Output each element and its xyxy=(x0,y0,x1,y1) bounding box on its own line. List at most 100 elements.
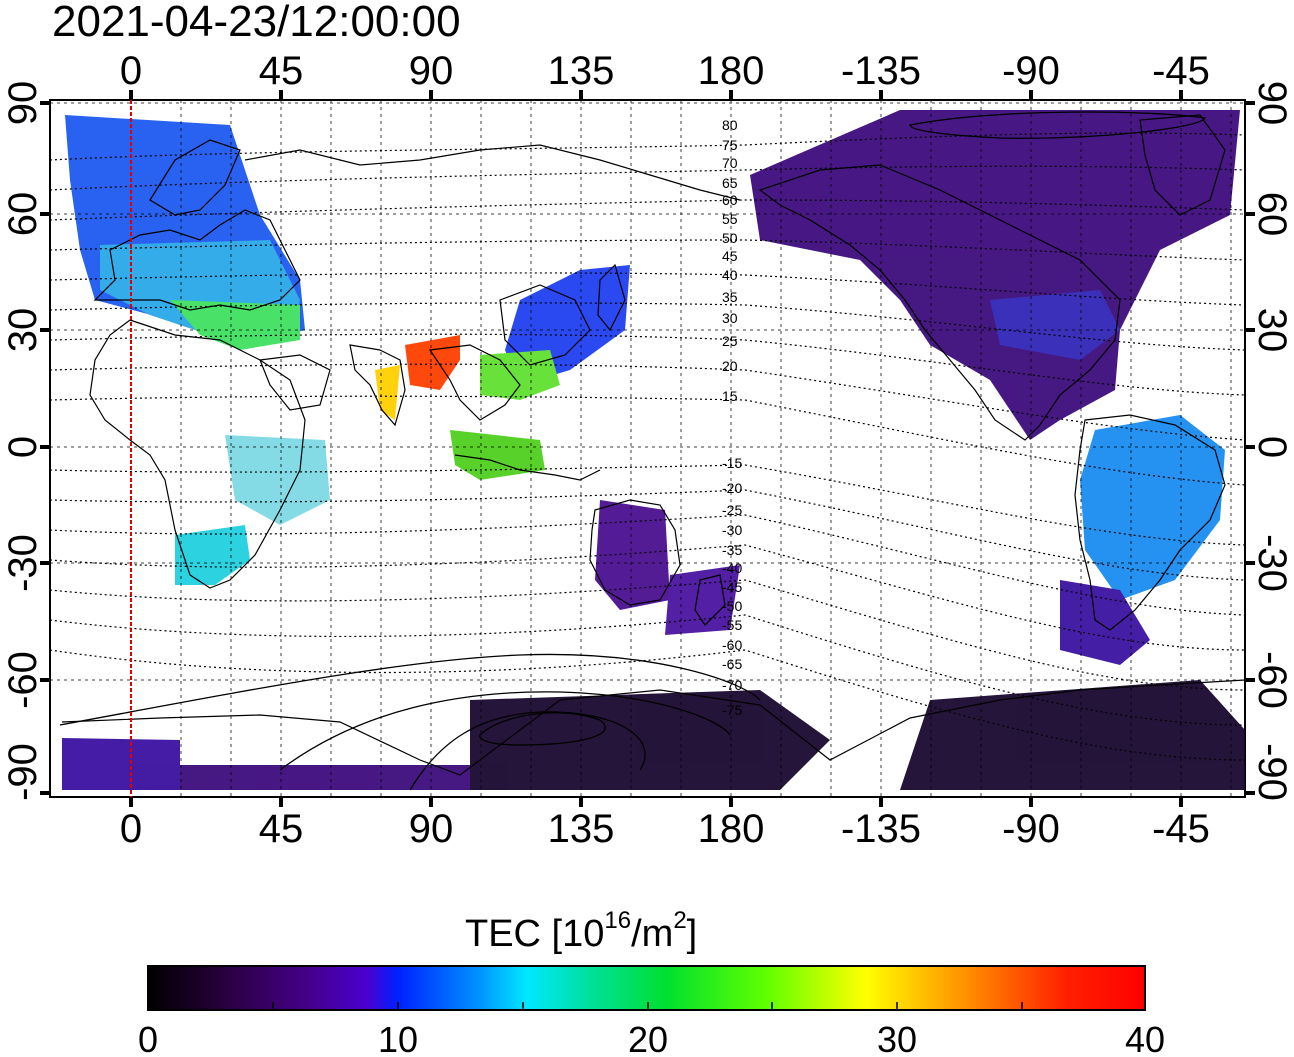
bottom-lon-tick-label: -135 xyxy=(841,807,921,851)
contour-label: 30 xyxy=(722,310,738,326)
coast-australia xyxy=(589,499,681,606)
contour-label: -30 xyxy=(722,522,742,538)
bottom-lon-tick-label: -45 xyxy=(1152,807,1210,851)
polar-contours xyxy=(59,111,1206,791)
contour-label: -65 xyxy=(722,656,742,672)
bottom-lon-tick-label: 180 xyxy=(698,807,765,851)
colorbar-tick-label: 30 xyxy=(877,1019,917,1057)
contour-label: 75 xyxy=(722,137,738,153)
right-lat-tick-label: 90 xyxy=(1250,81,1294,126)
colorbar-tick-label: 0 xyxy=(138,1019,158,1057)
coast-greenland xyxy=(1139,114,1226,216)
top-lon-tick-label: 0 xyxy=(120,49,142,93)
bottom-lon-tick-label: -90 xyxy=(1002,807,1060,851)
colorbar-tick-label: 40 xyxy=(1125,1019,1165,1057)
tec-region-antarctica-left xyxy=(62,738,180,790)
contour-label: -55 xyxy=(722,617,742,633)
contour-labels: 80 75 70 65 60 55 50 45 40 35 30 25 20 1… xyxy=(722,117,742,718)
colorbar-title-main: TEC [10 xyxy=(465,913,604,955)
right-lat-tick-label: 60 xyxy=(1250,192,1294,237)
colorbar-title-sup: 16 xyxy=(604,907,631,934)
contour-label: -40 xyxy=(722,560,742,576)
grid-lines xyxy=(50,100,1245,797)
contour-label: 15 xyxy=(722,388,738,404)
tec-region-patagonia xyxy=(1060,580,1150,665)
contour-label: 50 xyxy=(722,230,738,246)
top-lon-tick-label: -135 xyxy=(841,49,921,93)
top-lon-tick-label: 45 xyxy=(259,49,304,93)
colorbar-tick-labels: 0 10 20 30 40 xyxy=(138,1019,1165,1057)
left-lat-tick-label: -30 xyxy=(1,534,45,592)
coast-india xyxy=(349,344,406,427)
contour-label: -35 xyxy=(722,542,742,558)
contour-label: -25 xyxy=(722,502,742,518)
contour-label: -20 xyxy=(722,480,742,496)
top-lon-tick-label: -90 xyxy=(1002,49,1060,93)
right-lat-tick-label: -60 xyxy=(1250,651,1294,709)
tec-data-layer xyxy=(62,110,1245,790)
colorbar-gradient xyxy=(147,965,1146,1011)
coast-north-america xyxy=(758,164,1121,441)
top-lon-tick-label: -45 xyxy=(1152,49,1210,93)
coast-arabia xyxy=(259,354,331,411)
contour-label: 40 xyxy=(722,267,738,283)
colorbar-title-unit: /m xyxy=(631,913,673,955)
left-lat-labels: 90 60 30 0 -30 -60 -90 xyxy=(1,81,45,801)
contour-label: 60 xyxy=(722,192,738,208)
top-lon-tick-label: 90 xyxy=(409,49,454,93)
tec-region-india xyxy=(375,365,400,420)
magnetic-contours xyxy=(50,132,1245,761)
coast-se-asia xyxy=(428,344,521,421)
tec-region-indonesia xyxy=(450,430,545,480)
colorbar-title-sup2: 2 xyxy=(673,907,686,934)
right-lat-labels: 90 60 30 0 -30 -60 -90 xyxy=(1250,81,1294,801)
contour-label: 45 xyxy=(722,248,738,264)
contour-label: 55 xyxy=(722,211,738,227)
left-lat-tick-label: 90 xyxy=(1,81,45,126)
coast-asia-north xyxy=(244,144,741,201)
contour-label: 80 xyxy=(722,117,738,133)
colorbar: 0 10 20 30 40 xyxy=(138,965,1165,1057)
coast-south-america xyxy=(1074,414,1226,631)
top-lon-labels: 0 45 90 135 180 -135 -90 -45 xyxy=(120,49,1210,93)
contour-label: 35 xyxy=(722,289,738,305)
contour-label: 65 xyxy=(722,175,738,191)
tec-region-bengal xyxy=(405,335,460,390)
contour-label: -50 xyxy=(722,598,742,614)
contour-label: -60 xyxy=(722,637,742,653)
left-lat-tick-label: -60 xyxy=(1,651,45,709)
timestamp-title: 2021-04-23/12:00:00 xyxy=(52,0,461,46)
map-plot: 80 75 70 65 60 55 50 45 40 35 30 25 20 1… xyxy=(1,49,1294,851)
bottom-lon-tick-label: 0 xyxy=(120,807,142,851)
coast-indonesia xyxy=(454,454,601,481)
tec-region-south-america xyxy=(1080,415,1225,600)
tec-region-antarctica-east xyxy=(470,690,830,790)
colorbar-tick-label: 20 xyxy=(628,1019,668,1057)
tec-region-australia xyxy=(595,500,670,610)
top-lon-tick-label: 180 xyxy=(698,49,765,93)
bottom-lon-tick-label: 135 xyxy=(548,807,615,851)
right-lat-tick-label: -90 xyxy=(1250,743,1294,801)
coast-antarctica xyxy=(61,679,1245,776)
left-lat-tick-label: -90 xyxy=(1,743,45,801)
tec-region-mediterranean xyxy=(170,300,300,350)
colorbar-title: TEC [1016/m2] xyxy=(465,907,697,955)
coast-china xyxy=(499,284,591,366)
bottom-lon-tick-label: 90 xyxy=(409,807,454,851)
contour-label: 20 xyxy=(722,358,738,374)
contour-label: -70 xyxy=(722,677,742,693)
frame-ticks xyxy=(40,90,1255,807)
tec-region-antarctica-strip xyxy=(180,765,470,790)
colorbar-title-end: ] xyxy=(687,913,698,955)
tec-region-antarctica-west xyxy=(900,680,1245,790)
colorbar-ticks xyxy=(272,1002,1023,1010)
coast-africa xyxy=(89,319,306,589)
contour-label: -75 xyxy=(722,702,742,718)
colorbar-tick-label: 10 xyxy=(378,1019,418,1057)
left-lat-tick-label: 30 xyxy=(1,308,45,353)
contour-label: 70 xyxy=(722,155,738,171)
contour-label: -15 xyxy=(722,455,742,471)
contour-label: -45 xyxy=(722,579,742,595)
bottom-lon-tick-label: 45 xyxy=(259,807,304,851)
tec-region-us-east xyxy=(990,290,1120,360)
